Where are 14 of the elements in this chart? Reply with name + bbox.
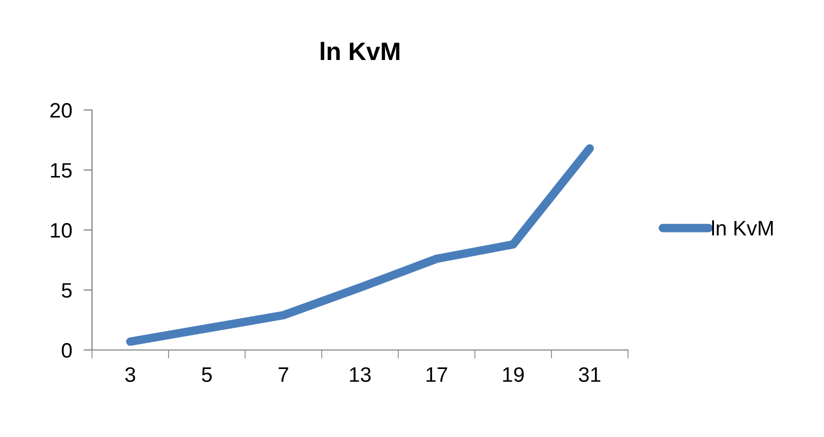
- x-tick-label: 13: [350, 367, 371, 382]
- x-tick-label: 19: [503, 367, 524, 382]
- y-tick-label: 20: [50, 103, 72, 118]
- y-tick-label: 10: [50, 223, 72, 238]
- x-tick-label: 7: [278, 367, 288, 382]
- y-tick-label: 0: [62, 343, 72, 358]
- x-tick-label: 3: [125, 367, 136, 382]
- x-tick-label: 5: [202, 367, 212, 382]
- legend-label: ln KvM: [712, 220, 773, 236]
- x-tick-label: 17: [426, 367, 448, 382]
- chart-title: ln KvM: [320, 42, 400, 60]
- x-tick-label: 31: [578, 367, 600, 382]
- y-tick-label: 5: [62, 283, 72, 298]
- y-tick-label: 15: [50, 163, 72, 178]
